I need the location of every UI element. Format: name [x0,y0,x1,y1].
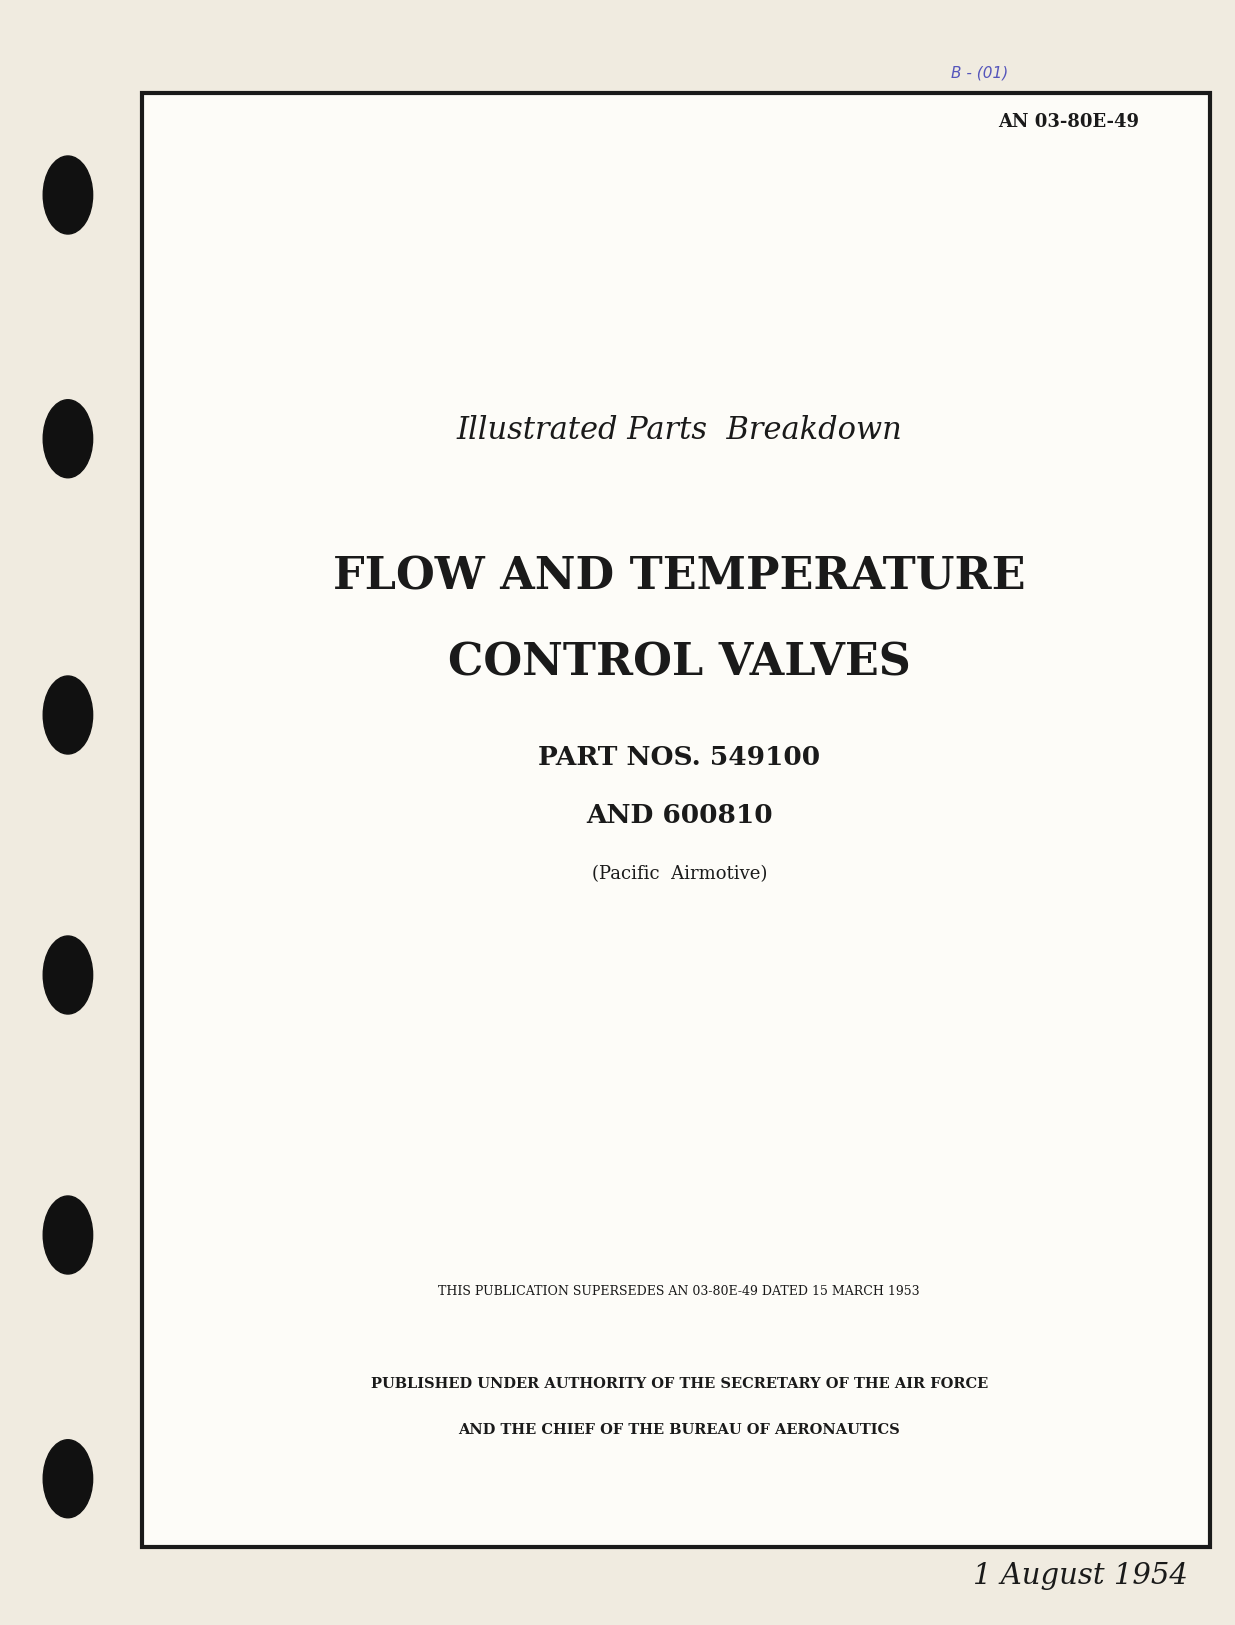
Text: PUBLISHED UNDER AUTHORITY OF THE SECRETARY OF THE AIR FORCE: PUBLISHED UNDER AUTHORITY OF THE SECRETA… [370,1378,988,1391]
Text: THIS PUBLICATION SUPERSEDES AN 03-80E-49 DATED 15 MARCH 1953: THIS PUBLICATION SUPERSEDES AN 03-80E-49… [438,1285,920,1298]
Ellipse shape [43,936,93,1014]
Text: FLOW AND TEMPERATURE: FLOW AND TEMPERATURE [333,556,1025,598]
Text: PART NOS. 549100: PART NOS. 549100 [538,744,820,770]
Text: B - (01): B - (01) [951,67,1008,81]
Ellipse shape [43,400,93,478]
Ellipse shape [43,676,93,754]
Ellipse shape [43,1440,93,1518]
Text: AND 600810: AND 600810 [585,803,773,829]
Text: Illustrated Parts  Breakdown: Illustrated Parts Breakdown [457,414,902,447]
Text: 1 August 1954: 1 August 1954 [973,1562,1188,1591]
Text: AN 03-80E-49: AN 03-80E-49 [998,112,1139,132]
Ellipse shape [43,156,93,234]
Text: CONTROL VALVES: CONTROL VALVES [448,642,910,684]
Ellipse shape [43,1196,93,1274]
Text: AND THE CHIEF OF THE BUREAU OF AERONAUTICS: AND THE CHIEF OF THE BUREAU OF AERONAUTI… [458,1424,900,1436]
Bar [142,93,1210,1547]
Text: (Pacific  Airmotive): (Pacific Airmotive) [592,864,767,884]
